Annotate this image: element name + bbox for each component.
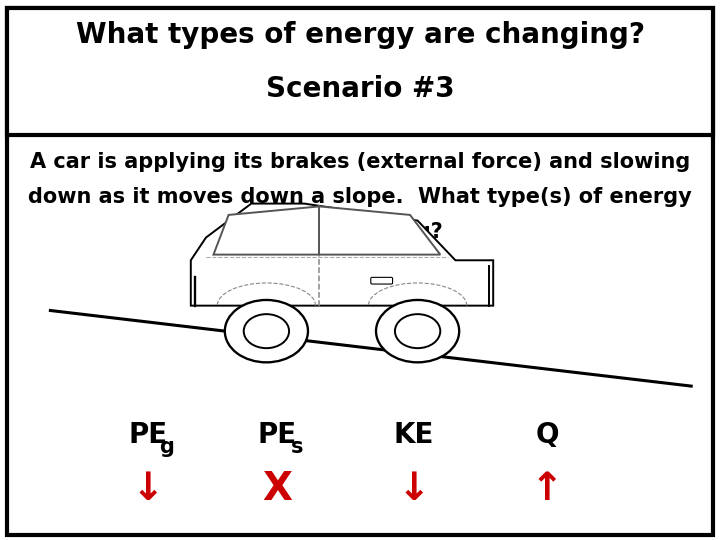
Text: Q: Q <box>536 421 559 449</box>
Text: What types of energy are changing?: What types of energy are changing? <box>76 21 644 49</box>
Text: down as it moves down a slope.  What type(s) of energy: down as it moves down a slope. What type… <box>28 187 692 207</box>
Polygon shape <box>191 204 493 306</box>
Text: PE: PE <box>128 421 167 449</box>
Text: Scenario #3: Scenario #3 <box>266 75 454 103</box>
Circle shape <box>376 300 459 362</box>
Text: ↓: ↓ <box>131 470 164 508</box>
Polygon shape <box>213 206 440 255</box>
Text: A car is applying its brakes (external force) and slowing: A car is applying its brakes (external f… <box>30 152 690 172</box>
FancyBboxPatch shape <box>371 278 392 284</box>
Circle shape <box>243 314 289 348</box>
Circle shape <box>225 300 308 362</box>
Text: g: g <box>160 436 174 457</box>
Text: s: s <box>290 436 303 457</box>
Text: are changing?: are changing? <box>277 222 443 242</box>
Circle shape <box>395 314 440 348</box>
Text: ↓: ↓ <box>397 470 431 508</box>
Text: X: X <box>262 470 292 508</box>
Bar <box>7 8 713 135</box>
Text: PE: PE <box>258 421 297 449</box>
Text: ↑: ↑ <box>531 470 564 508</box>
Text: KE: KE <box>394 421 434 449</box>
